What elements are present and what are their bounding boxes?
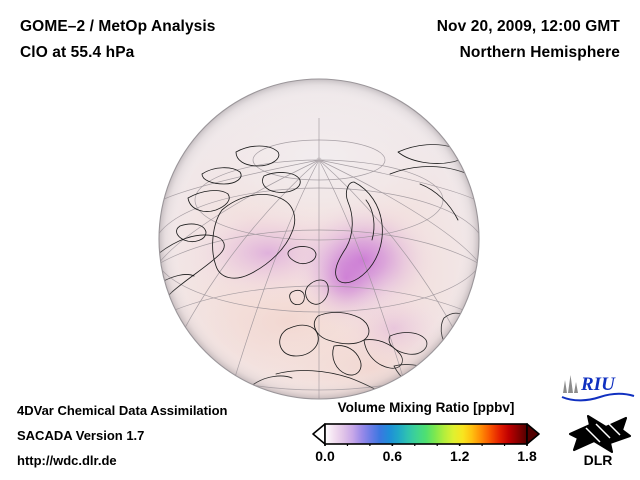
colorbar-tick-label: 1.8 (517, 448, 537, 464)
dlr-logo: DLR (566, 412, 634, 468)
colorbar-title: Volume Mixing Ratio [ppbv] (337, 400, 515, 415)
footer-version-label: SACADA Version 1.7 (17, 428, 145, 443)
riu-logo-svg: RIU (561, 374, 635, 402)
riu-wordmark: RIU (580, 374, 616, 395)
dlr-wordmark: DLR (584, 452, 613, 468)
colorbar-over-arrow (526, 423, 540, 445)
globe-map (158, 78, 480, 400)
colorbar-bar (324, 423, 528, 445)
page-title: GOME–2 / MetOp Analysis (20, 18, 216, 35)
colorbar-under-arrow (312, 423, 326, 445)
footer-method-label: 4DVar Chemical Data Assimilation (17, 403, 228, 418)
globe-outline (158, 78, 480, 400)
footer-url-link[interactable]: http://wdc.dlr.de (17, 453, 117, 468)
dlr-mark-icon (568, 414, 632, 454)
timestamp-label: Nov 20, 2009, 12:00 GMT (436, 18, 620, 35)
dlr-mark-cuts (585, 420, 621, 443)
colorbar-tick-label: 0.0 (315, 448, 335, 464)
colorbar-legend: Volume Mixing Ratio [ppbv] 0.0 0.6 1.2 1.8 (312, 400, 540, 472)
colorbar-tick-labels: 0.0 0.6 1.2 1.8 (312, 448, 540, 468)
riu-logo: RIU (560, 371, 636, 403)
riu-swoosh-icon (561, 392, 635, 402)
orthographic-globe-svg (158, 78, 480, 400)
riu-towers-icon (563, 375, 578, 393)
colorbar-ticks (324, 444, 528, 446)
globe-limb-shading (159, 79, 479, 399)
dlr-logo-svg: DLR (568, 414, 632, 468)
colorbar-tick-label: 0.6 (382, 448, 403, 464)
colorbar-tick-label: 1.2 (449, 448, 470, 464)
colorbar-gradient (312, 423, 540, 446)
region-label: Northern Hemisphere (459, 44, 620, 61)
page-subtitle-species-level: ClO at 55.4 hPa (20, 44, 135, 61)
